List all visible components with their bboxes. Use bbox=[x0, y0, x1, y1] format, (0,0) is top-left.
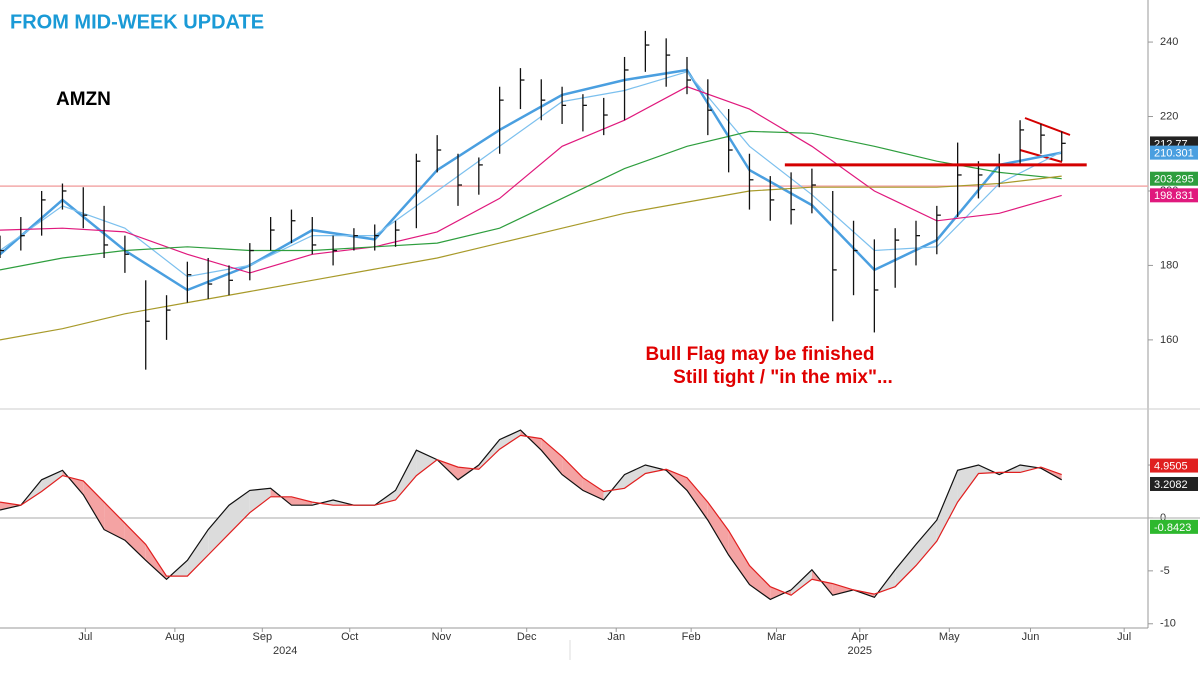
x-tick-label: Aug bbox=[165, 631, 185, 643]
ticker: AMZN bbox=[56, 89, 111, 110]
spread-fill bbox=[416, 450, 438, 476]
spread-fill bbox=[562, 456, 583, 491]
last-value-box bbox=[1150, 171, 1198, 186]
spread-fill bbox=[187, 529, 209, 577]
last-value-label: 203.295 bbox=[1154, 174, 1194, 186]
spread-fill bbox=[832, 583, 854, 596]
spread-fill bbox=[645, 465, 667, 474]
spread-fill bbox=[208, 505, 229, 555]
annotation: Bull Flag may be finished bbox=[645, 344, 874, 365]
y-tick-label: -10 bbox=[1160, 618, 1176, 630]
spread-fill bbox=[624, 465, 646, 489]
moving-average bbox=[0, 175, 1062, 341]
y-tick-label: 160 bbox=[1160, 334, 1178, 346]
spread-fill bbox=[478, 439, 500, 470]
spread-fill bbox=[582, 477, 604, 500]
x-tick-label: Jul bbox=[78, 631, 92, 643]
spread-fill bbox=[41, 470, 63, 492]
spread-fill bbox=[957, 465, 979, 503]
x-tick-label: Jun bbox=[1022, 631, 1040, 643]
spread-fill bbox=[0, 502, 21, 510]
spread-fill bbox=[791, 569, 812, 596]
last-value-box bbox=[1150, 458, 1198, 473]
spread-fill bbox=[124, 523, 146, 561]
flag-line bbox=[1024, 117, 1071, 136]
y-tick-label: 220 bbox=[1160, 110, 1178, 122]
spread-fill bbox=[707, 502, 729, 555]
year-label: 2024 bbox=[273, 645, 297, 657]
spread-fill bbox=[728, 530, 750, 585]
x-tick-label: Dec bbox=[517, 631, 537, 643]
x-tick-label: Nov bbox=[432, 631, 452, 643]
moving-average bbox=[0, 130, 1062, 271]
spread-fill bbox=[291, 496, 313, 506]
last-value-label: 210.301 bbox=[1154, 148, 1194, 160]
x-tick-label: Feb bbox=[682, 631, 701, 643]
x-tick-label: Jul bbox=[1117, 631, 1131, 643]
chart-title: FROM MID-WEEK UPDATE bbox=[10, 11, 264, 33]
last-value-box bbox=[1150, 519, 1198, 534]
spread-fill bbox=[936, 470, 958, 542]
spread-fill bbox=[249, 488, 271, 513]
x-tick-label: Jan bbox=[607, 631, 625, 643]
spread-fill bbox=[395, 450, 417, 500]
spread-fill bbox=[916, 520, 937, 566]
moving-average bbox=[0, 68, 1062, 292]
spread-fill bbox=[895, 544, 916, 587]
oscillator-line bbox=[0, 429, 1062, 601]
annotation: Still tight / "in the mix"... bbox=[673, 367, 893, 388]
last-value-label: 3.2082 bbox=[1154, 479, 1188, 491]
last-value-box bbox=[1150, 476, 1198, 491]
x-tick-label: Mar bbox=[767, 631, 786, 643]
spread-fill bbox=[603, 474, 625, 500]
spread-fill bbox=[687, 477, 708, 521]
spread-fill bbox=[749, 565, 771, 600]
spread-fill bbox=[541, 438, 563, 475]
moving-average bbox=[0, 86, 1062, 274]
year-label: 2025 bbox=[848, 645, 872, 657]
last-value-label: -0.8423 bbox=[1154, 522, 1191, 534]
x-tick-label: Apr bbox=[851, 631, 868, 643]
y-tick-label: 240 bbox=[1160, 36, 1178, 48]
x-tick-label: Oct bbox=[341, 631, 358, 643]
last-value-box bbox=[1150, 145, 1198, 160]
spread-fill bbox=[770, 586, 792, 600]
x-tick-label: May bbox=[939, 631, 960, 643]
moving-average bbox=[0, 71, 1062, 278]
oscillator-line bbox=[0, 434, 1062, 596]
last-value-label: 198.831 bbox=[1154, 190, 1194, 202]
last-value-label: 4.9505 bbox=[1154, 460, 1188, 472]
spread-fill bbox=[499, 430, 521, 450]
y-tick-label: 180 bbox=[1160, 259, 1178, 271]
x-tick-label: Sep bbox=[253, 631, 273, 643]
y-tick-label: -5 bbox=[1160, 565, 1170, 577]
spread-fill bbox=[83, 480, 105, 530]
spread-fill bbox=[229, 490, 250, 534]
spread-fill bbox=[104, 502, 125, 541]
last-value-box bbox=[1150, 188, 1198, 203]
